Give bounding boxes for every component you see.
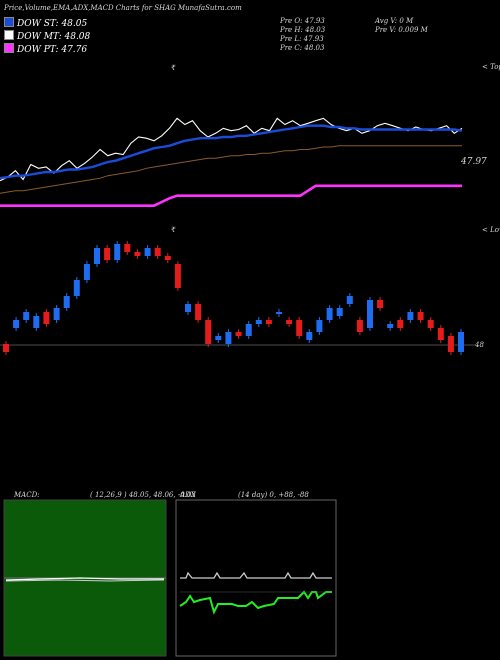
legend-dow-st: DOW ST: 48.05 [4, 17, 87, 29]
legend-dow-mt: DOW MT: 48.08 [4, 30, 90, 42]
ema-short-line [0, 124, 463, 180]
legend-swatch-st [4, 17, 14, 27]
ema-long-line [0, 145, 462, 194]
legend-swatch-mt [4, 30, 14, 40]
last-vol-label: 48 [475, 341, 484, 349]
legend-dow-mt-label: DOW MT: 48.08 [17, 32, 91, 42]
dow-pt-line [0, 184, 462, 207]
prev-open: Pre O: 47.93 [280, 17, 325, 25]
price-line [0, 117, 463, 182]
prev-high: Pre H: 48.03 [280, 26, 326, 34]
top-tag: < Top [482, 63, 500, 71]
legend-dow-pt-label: DOW PT: 47.76 [17, 45, 88, 55]
low-tag: < Lowest [482, 226, 500, 234]
prev-volume: Pre V: 0.009 M [375, 26, 428, 34]
adx-values: (14 day) 0, +88, -88 [238, 491, 309, 499]
adx-title: ADX [180, 491, 196, 499]
rupee-icon-2: ₹ [171, 226, 176, 234]
macd-line [5, 577, 164, 581]
legend-swatch-pt [4, 43, 14, 53]
legend-dow-st-label: DOW ST: 48.05 [17, 19, 88, 29]
last-price-label: 47.97 [461, 157, 487, 167]
rupee-icon: ₹ [171, 64, 176, 72]
macd-title: MACD: [14, 491, 40, 499]
legend-dow-pt: DOW PT: 47.76 [4, 43, 87, 55]
macd-signal-line [5, 579, 165, 582]
prev-low: Pre L: 47.93 [280, 35, 324, 43]
chart-title: Price,Volume,EMA,ADX,MACD Charts for SHA… [4, 4, 242, 12]
bar-panel [0, 241, 475, 355]
adx-plus-line [180, 571, 332, 579]
prev-close: Pre C: 48.03 [280, 44, 325, 52]
macd-values: ( 12,26,9 ) 48.05, 48.06, -0.03 [90, 491, 196, 499]
avg-volume: Avg V: 0 M [375, 17, 414, 25]
price-panel [0, 117, 463, 207]
